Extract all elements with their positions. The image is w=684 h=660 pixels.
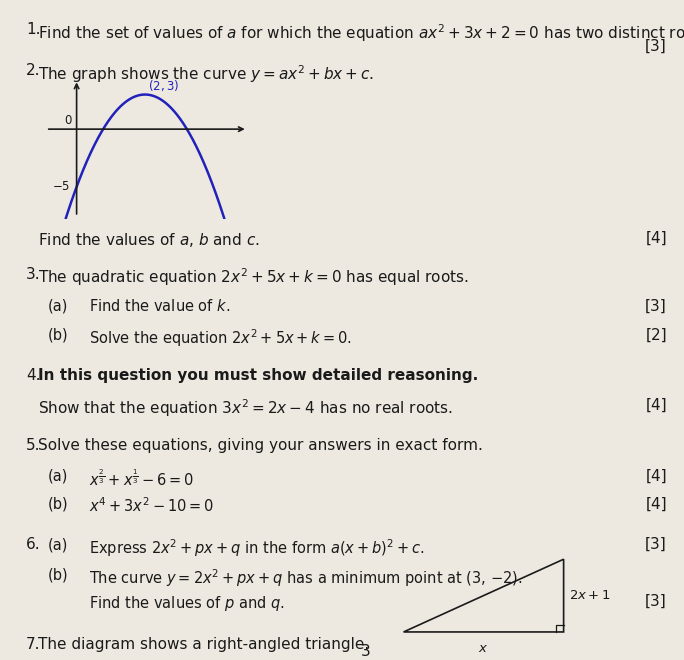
Text: The quadratic equation $2x^2+5x+k=0$ has equal roots.: The quadratic equation $2x^2+5x+k=0$ has… <box>38 267 469 288</box>
Text: (b): (b) <box>48 327 68 343</box>
Text: Solve the equation $2x^2+5x+k=0$.: Solve the equation $2x^2+5x+k=0$. <box>89 327 352 349</box>
Text: [4]: [4] <box>645 397 667 412</box>
Text: Find the values of $a$, $b$ and $c$.: Find the values of $a$, $b$ and $c$. <box>38 231 259 249</box>
Text: $x$: $x$ <box>478 642 489 655</box>
Text: Show that the equation $3x^2=2x-4$ has no real roots.: Show that the equation $3x^2=2x-4$ has n… <box>38 397 453 419</box>
Text: $x^4+3x^2-10=0$: $x^4+3x^2-10=0$ <box>89 496 214 515</box>
Text: Express $2x^2+px+q$ in the form $a(x+b)^2+c$.: Express $2x^2+px+q$ in the form $a(x+b)^… <box>89 537 425 559</box>
Text: (a): (a) <box>48 298 68 313</box>
Text: $2x+1$: $2x+1$ <box>569 589 611 602</box>
Text: [3]: [3] <box>645 39 667 54</box>
Text: 2.: 2. <box>26 63 40 79</box>
Text: [4]: [4] <box>645 231 667 246</box>
Text: [3]: [3] <box>645 594 667 609</box>
Text: The diagram shows a right-angled triangle.: The diagram shows a right-angled triangl… <box>38 637 369 652</box>
Text: [3]: [3] <box>645 537 667 552</box>
Text: The graph shows the curve $y=ax^2+bx+c$.: The graph shows the curve $y=ax^2+bx+c$. <box>38 63 374 85</box>
Text: 3.: 3. <box>26 267 40 282</box>
Text: [4]: [4] <box>645 469 667 484</box>
Text: 5.: 5. <box>26 438 40 453</box>
Text: [2]: [2] <box>645 327 667 343</box>
Text: 6.: 6. <box>26 537 40 552</box>
Text: In this question you must show detailed reasoning.: In this question you must show detailed … <box>38 368 478 383</box>
Text: (b): (b) <box>48 496 68 512</box>
Text: Find the values of $p$ and $q$.: Find the values of $p$ and $q$. <box>89 594 285 613</box>
Text: [4]: [4] <box>645 496 667 512</box>
Text: Find the set of values of $a$ for which the equation $ax^2+3x+2=0$ has two disti: Find the set of values of $a$ for which … <box>38 22 684 44</box>
Text: Solve these equations, giving your answers in exact form.: Solve these equations, giving your answe… <box>38 438 482 453</box>
Text: $-5$: $-5$ <box>51 180 70 193</box>
Text: $x^{\frac{2}{3}}+x^{\frac{1}{3}}-6=0$: $x^{\frac{2}{3}}+x^{\frac{1}{3}}-6=0$ <box>89 469 194 490</box>
Text: 1.: 1. <box>26 22 40 38</box>
Text: (b): (b) <box>48 568 68 583</box>
Text: 4.: 4. <box>26 368 40 383</box>
Text: [3]: [3] <box>645 298 667 313</box>
Text: $(2, 3)$: $(2, 3)$ <box>148 78 180 93</box>
Text: 0: 0 <box>64 114 72 127</box>
Text: 3: 3 <box>361 644 371 659</box>
Text: 7.: 7. <box>26 637 40 652</box>
Text: Find the value of $k$.: Find the value of $k$. <box>89 298 231 314</box>
Text: (a): (a) <box>48 469 68 484</box>
Text: (a): (a) <box>48 537 68 552</box>
Text: The curve $y=2x^2+px+q$ has a minimum point at (3, $-$2).: The curve $y=2x^2+px+q$ has a minimum po… <box>89 568 523 589</box>
